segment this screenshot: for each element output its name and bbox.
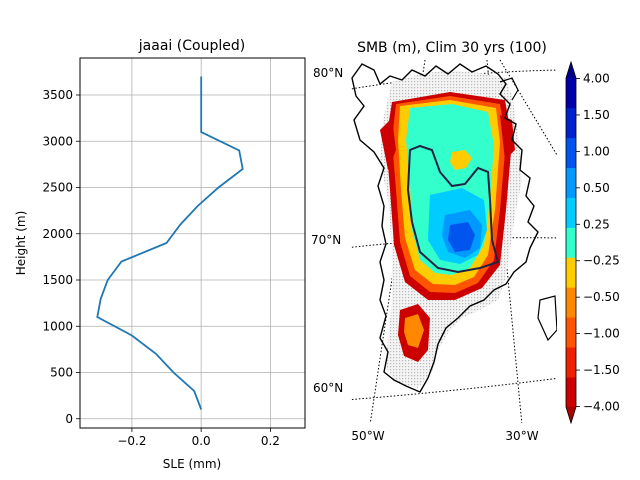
colorbar-segment bbox=[566, 137, 576, 169]
y-tick-label: 1000 bbox=[42, 319, 73, 333]
sle-profile-chart: jaaai (Coupled) −0.2 0.0 0.2 0 500 1000 1500 20… bbox=[14, 38, 306, 471]
left-xlabel: SLE (mm) bbox=[163, 457, 221, 471]
smb-field bbox=[380, 92, 515, 362]
coastline-ne bbox=[499, 77, 519, 101]
colorbar-segment bbox=[566, 287, 576, 318]
sle-series-line bbox=[96, 76, 244, 410]
colorbar: −4.00 −1.50 −1.00 −0.50 −0.25 0.25 0.50 1.00 1.5… bbox=[565, 60, 620, 425]
y-tick-label: 2000 bbox=[42, 227, 73, 241]
y-tick-label: 0 bbox=[65, 412, 73, 426]
colorbar-segment bbox=[566, 257, 576, 288]
left-grid bbox=[80, 58, 305, 428]
colorbar-tick-label: −0.25 bbox=[583, 254, 620, 268]
colorbar-tick-label: −1.00 bbox=[583, 327, 620, 341]
left-chart-title: jaaai (Coupled) bbox=[138, 38, 245, 54]
x-tick-label: 0.2 bbox=[261, 434, 280, 448]
coastline-east bbox=[537, 295, 557, 342]
lon-label-30w: 30°W bbox=[505, 429, 538, 443]
colorbar-tick-label: 0.25 bbox=[583, 217, 610, 231]
colorbar-tick-label: 0.50 bbox=[583, 181, 610, 195]
lon-label-50w: 50°W bbox=[351, 429, 384, 443]
colorbar-tick-label: 1.00 bbox=[583, 144, 610, 158]
y-tick-label: 500 bbox=[50, 366, 73, 380]
y-tick-label: 3000 bbox=[42, 134, 73, 148]
lat-label-80: 80°N bbox=[313, 66, 343, 80]
colorbar-segment bbox=[566, 377, 576, 408]
colorbar-segment bbox=[566, 347, 576, 378]
colorbar-tick-label: −4.00 bbox=[583, 400, 620, 414]
y-tick-label: 3500 bbox=[42, 88, 73, 102]
colorbar-segment bbox=[566, 227, 576, 258]
lat-label-60: 60°N bbox=[313, 381, 343, 395]
left-ylabel: Height (m) bbox=[14, 211, 28, 276]
colorbar-tick-label: 1.50 bbox=[583, 108, 610, 122]
lat-label-70: 70°N bbox=[311, 233, 341, 247]
colorbar-segment bbox=[566, 78, 576, 109]
left-axes-frame bbox=[79, 57, 306, 429]
x-tick-label: −0.2 bbox=[117, 434, 146, 448]
colorbar-extend-top bbox=[566, 62, 576, 78]
colorbar-segment bbox=[566, 107, 576, 139]
coastline bbox=[351, 63, 539, 393]
map-title: SMB (m), Clim 30 yrs (100) bbox=[357, 40, 547, 56]
colorbar-segment bbox=[566, 167, 576, 198]
y-tick-label: 1500 bbox=[42, 273, 73, 287]
y-tick-label: 2500 bbox=[42, 181, 73, 195]
colorbar-tick-label: −1.50 bbox=[583, 363, 620, 377]
colorbar-extend-bottom bbox=[566, 407, 576, 423]
smb-map: SMB (m), Clim 30 yrs (100) bbox=[311, 40, 620, 443]
zero-contour bbox=[406, 144, 500, 274]
colorbar-tick-label: −0.50 bbox=[583, 290, 620, 304]
colorbar-segment bbox=[566, 197, 576, 228]
x-tick-label: 0.0 bbox=[192, 434, 211, 448]
colorbar-tick-label: 4.00 bbox=[583, 72, 610, 86]
colorbar-segment bbox=[566, 317, 576, 348]
colorbar-outline bbox=[565, 60, 577, 425]
left-ticks: −0.2 0.0 0.2 0 500 1000 1500 2000 2500 3000 3500 bbox=[42, 88, 279, 448]
